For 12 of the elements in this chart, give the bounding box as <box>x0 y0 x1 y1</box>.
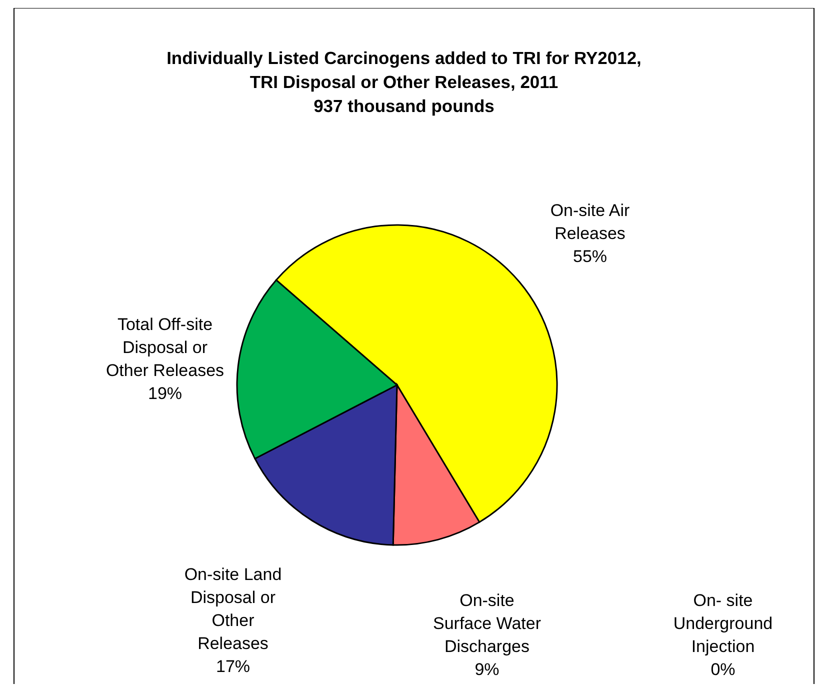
slice-label: On-site Air Releases <box>550 201 630 243</box>
data-label: 19% <box>148 384 182 403</box>
data-label: 17% <box>216 657 250 676</box>
slice-label: On-site Surface Water Discharges <box>432 591 542 656</box>
chart-title: Individually Listed Carcinogens added to TRI for RY2012, TRI Disposal or Other Releases, 2011 <box>166 48 642 92</box>
data-label: 9% <box>474 660 500 679</box>
slice-label: Total Off-site Disposal or Other Releases <box>106 315 224 380</box>
data-label: 55% <box>572 247 608 266</box>
category-label: On- site Underground Injection <box>673 591 773 656</box>
slice-label: On-site Land Disposal or Other Releases <box>184 565 282 653</box>
text: 0% <box>710 660 736 679</box>
chart-subtitle: 937 thousand pounds <box>314 96 495 116</box>
